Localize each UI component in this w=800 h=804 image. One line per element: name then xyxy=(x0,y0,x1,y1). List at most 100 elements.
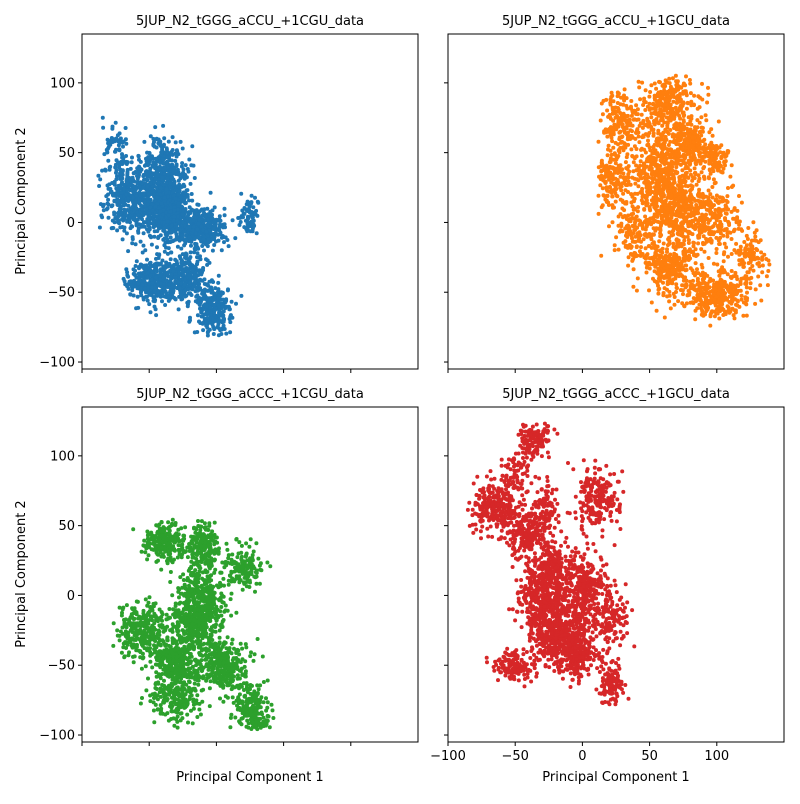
scatter-point xyxy=(685,107,689,111)
scatter-point xyxy=(154,307,158,311)
scatter-point xyxy=(251,205,255,209)
scatter-point xyxy=(151,209,155,213)
scatter-point xyxy=(609,149,613,153)
scatter-point xyxy=(629,147,633,151)
scatter-point xyxy=(740,229,744,233)
scatter-point xyxy=(642,99,646,103)
scatter-point xyxy=(680,168,684,172)
scatter-point xyxy=(211,249,215,253)
scatter-point xyxy=(645,271,649,275)
scatter-point xyxy=(683,134,687,138)
scatter-point xyxy=(667,236,671,240)
scatter-point xyxy=(181,236,185,240)
scatter-point xyxy=(166,232,170,236)
scatter-point xyxy=(187,170,191,174)
scatter-point xyxy=(204,230,208,234)
scatter-point xyxy=(143,248,147,252)
scatter-point xyxy=(684,184,688,188)
scatter-point xyxy=(644,186,648,190)
scatter-point xyxy=(644,88,648,92)
scatter-point xyxy=(603,179,607,183)
scatter-point xyxy=(665,182,669,186)
scatter-point xyxy=(671,76,675,80)
scatter-point xyxy=(628,121,632,125)
scatter-point xyxy=(227,244,231,248)
scatter-point xyxy=(662,113,666,117)
scatter-point xyxy=(635,289,639,293)
scatter-point xyxy=(636,205,640,209)
scatter-point xyxy=(134,242,138,246)
scatter-point xyxy=(709,160,713,164)
scatter-point xyxy=(671,100,675,104)
scatter-point xyxy=(707,231,711,235)
scatter-point xyxy=(203,277,207,281)
scatter-point xyxy=(246,217,250,221)
scatter-point xyxy=(130,224,134,228)
scatter-point xyxy=(664,220,668,224)
scatter-point xyxy=(216,296,220,300)
scatter-point xyxy=(696,211,700,215)
scatter-point xyxy=(130,156,134,160)
scatter-point xyxy=(205,263,209,267)
scatter-point xyxy=(126,249,130,253)
scatter-point xyxy=(725,235,729,239)
scatter-point xyxy=(126,199,130,203)
scatter-point xyxy=(122,208,126,212)
scatter-point xyxy=(653,82,657,86)
scatter-point xyxy=(690,187,694,191)
scatter-point xyxy=(622,208,626,212)
scatter-point xyxy=(183,277,187,281)
scatter-point xyxy=(206,224,210,228)
scatter-point xyxy=(683,83,687,87)
scatter-point xyxy=(667,299,671,303)
scatter-point xyxy=(679,178,683,182)
scatter-point xyxy=(651,162,655,166)
scatter-point xyxy=(125,231,129,235)
scatter-point xyxy=(182,183,186,187)
scatter-point xyxy=(164,246,168,250)
scatter-point xyxy=(653,192,657,196)
scatter-point xyxy=(183,177,187,181)
scatter-point xyxy=(115,228,119,232)
scatter-point xyxy=(171,135,175,139)
scatter-point xyxy=(196,289,200,293)
scatter-point xyxy=(721,151,725,155)
scatter-point xyxy=(115,198,119,202)
scatter-point xyxy=(146,163,150,167)
scatter-point xyxy=(700,170,704,174)
scatter-point xyxy=(221,291,225,295)
scatter-point xyxy=(159,233,163,237)
scatter-point xyxy=(668,89,672,93)
scatter-point xyxy=(638,170,642,174)
scatter-point xyxy=(715,247,719,251)
scatter-point xyxy=(693,166,697,170)
scatter-point xyxy=(697,188,701,192)
scatter-point xyxy=(140,181,144,185)
scatter-point xyxy=(117,221,121,225)
scatter-point xyxy=(648,256,652,260)
scatter-point xyxy=(717,207,721,211)
scatter-point xyxy=(707,189,711,193)
scatter-point xyxy=(622,128,626,132)
scatter-point xyxy=(121,215,125,219)
scatter-point xyxy=(104,169,108,173)
scatter-point xyxy=(159,186,163,190)
scatter-point xyxy=(176,202,180,206)
scatter-point xyxy=(211,325,215,329)
scatter-point xyxy=(148,205,152,209)
scatter-point xyxy=(147,222,151,226)
scatter-point xyxy=(180,161,184,165)
scatter-point xyxy=(134,207,138,211)
scatter-point xyxy=(129,284,133,288)
scatter-point xyxy=(220,310,224,314)
scatter-point xyxy=(201,266,205,270)
scatter-point xyxy=(612,123,616,127)
scatter-point xyxy=(185,216,189,220)
scatter-point xyxy=(700,202,704,206)
scatter-point xyxy=(200,244,204,248)
scatter-point xyxy=(206,331,210,335)
scatter-point xyxy=(627,164,631,168)
scatter-point xyxy=(151,143,155,147)
scatter-point xyxy=(610,126,614,130)
scatter-point xyxy=(648,90,652,94)
